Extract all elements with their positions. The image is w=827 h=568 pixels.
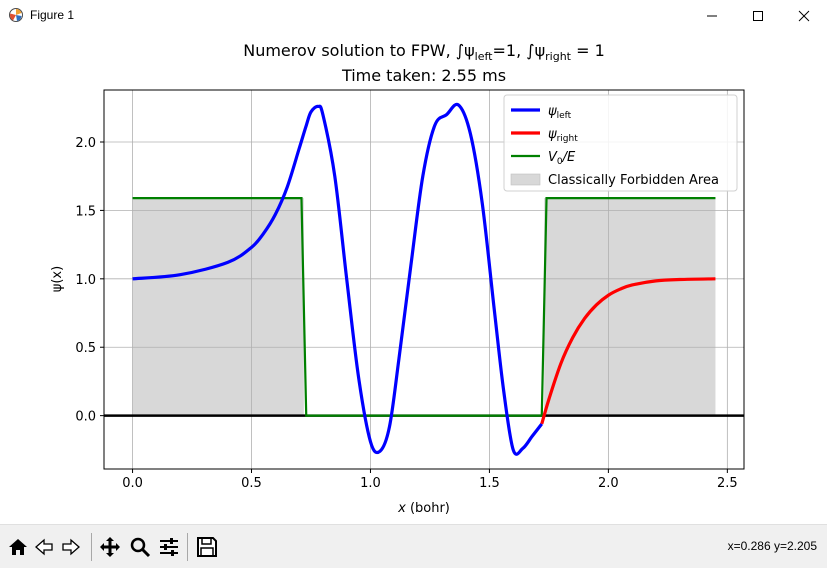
legend-label-psi_left: ψleft — [548, 104, 572, 121]
axes-frame — [103, 89, 745, 470]
maximize-button[interactable] — [735, 0, 781, 31]
figure-canvas[interactable]: Numerov solution to FPW, ∫ψleft=1, ∫ψrig… — [0, 31, 827, 533]
back-arrow-icon — [35, 538, 53, 556]
legend-label-forbidden: Classically Forbidden Area — [548, 173, 719, 188]
plot-area: 0.0 0.5 1.0 1.5 2.0 2.5 0.0 0.5 1.0 1.5 2.0 ψleft ψr… — [75, 89, 745, 491]
y-axis-label: ψ(x) — [50, 266, 65, 292]
y-tick-label: 1.0 — [75, 273, 96, 288]
cursor-coordinates: x=0.286 y=2.205 — [727, 539, 817, 553]
back-button[interactable] — [31, 534, 57, 560]
forbidden-region-1 — [544, 198, 716, 416]
chart-title-line1: Numerov solution to FPW, ∫ψleft=1, ∫ψrig… — [243, 41, 605, 63]
home-icon — [9, 539, 27, 555]
forward-arrow-icon — [62, 538, 80, 556]
toolbar-separator — [91, 533, 92, 561]
x-tick-label: 2.0 — [598, 476, 619, 491]
zoom-magnifier-icon — [130, 537, 151, 558]
x-tick-label: 1.5 — [479, 476, 500, 491]
maximize-icon — [753, 10, 763, 21]
toolbar-separator — [187, 533, 188, 561]
chart-title-line2: Time taken: 2.55 ms — [341, 66, 506, 85]
series-line-psi-right — [540, 277, 716, 425]
title-bar: Figure 1 — [0, 0, 827, 31]
x-tick-label: 1.0 — [360, 476, 381, 491]
navigation-toolbar: x=0.286 y=2.205 — [0, 524, 827, 568]
y-tick-label: 2.0 — [75, 136, 96, 151]
legend-label-potential: V0/E — [548, 150, 576, 167]
sliders-icon — [160, 538, 178, 556]
series-line-psi-left — [132, 102, 544, 456]
minimize-icon — [707, 15, 717, 16]
save-figure-button[interactable] — [194, 534, 220, 560]
window-title: Figure 1 — [30, 8, 75, 22]
x-tick-label: 2.5 — [717, 476, 738, 491]
x-tick-label: 0.5 — [241, 476, 262, 491]
zoom-button[interactable] — [127, 534, 153, 560]
chart: Numerov solution to FPW, ∫ψleft=1, ∫ψrig… — [50, 41, 745, 516]
series-line-potential — [132, 196, 716, 417]
close-icon — [798, 10, 810, 21]
configure-subplots-button[interactable] — [156, 534, 182, 560]
matplotlib-icon — [9, 8, 23, 22]
forbidden-region-0 — [132, 198, 304, 416]
forward-button[interactable] — [58, 534, 84, 560]
legend-label-psi_right: ψright — [548, 127, 578, 144]
x-axis-label: x (bohr) — [397, 501, 450, 516]
move-icon — [100, 537, 120, 557]
close-button[interactable] — [781, 0, 827, 31]
home-button[interactable] — [5, 534, 31, 560]
minimize-button[interactable] — [689, 0, 735, 31]
legend-box — [503, 94, 738, 192]
y-tick-label: 0.5 — [75, 341, 96, 356]
save-floppy-icon — [197, 537, 217, 557]
pan-button[interactable] — [97, 534, 123, 560]
x-tick-label: 0.0 — [122, 476, 143, 491]
legend-swatch-forbidden — [510, 173, 541, 186]
y-tick-label: 1.5 — [75, 204, 96, 219]
y-tick-label: 0.0 — [75, 410, 96, 425]
